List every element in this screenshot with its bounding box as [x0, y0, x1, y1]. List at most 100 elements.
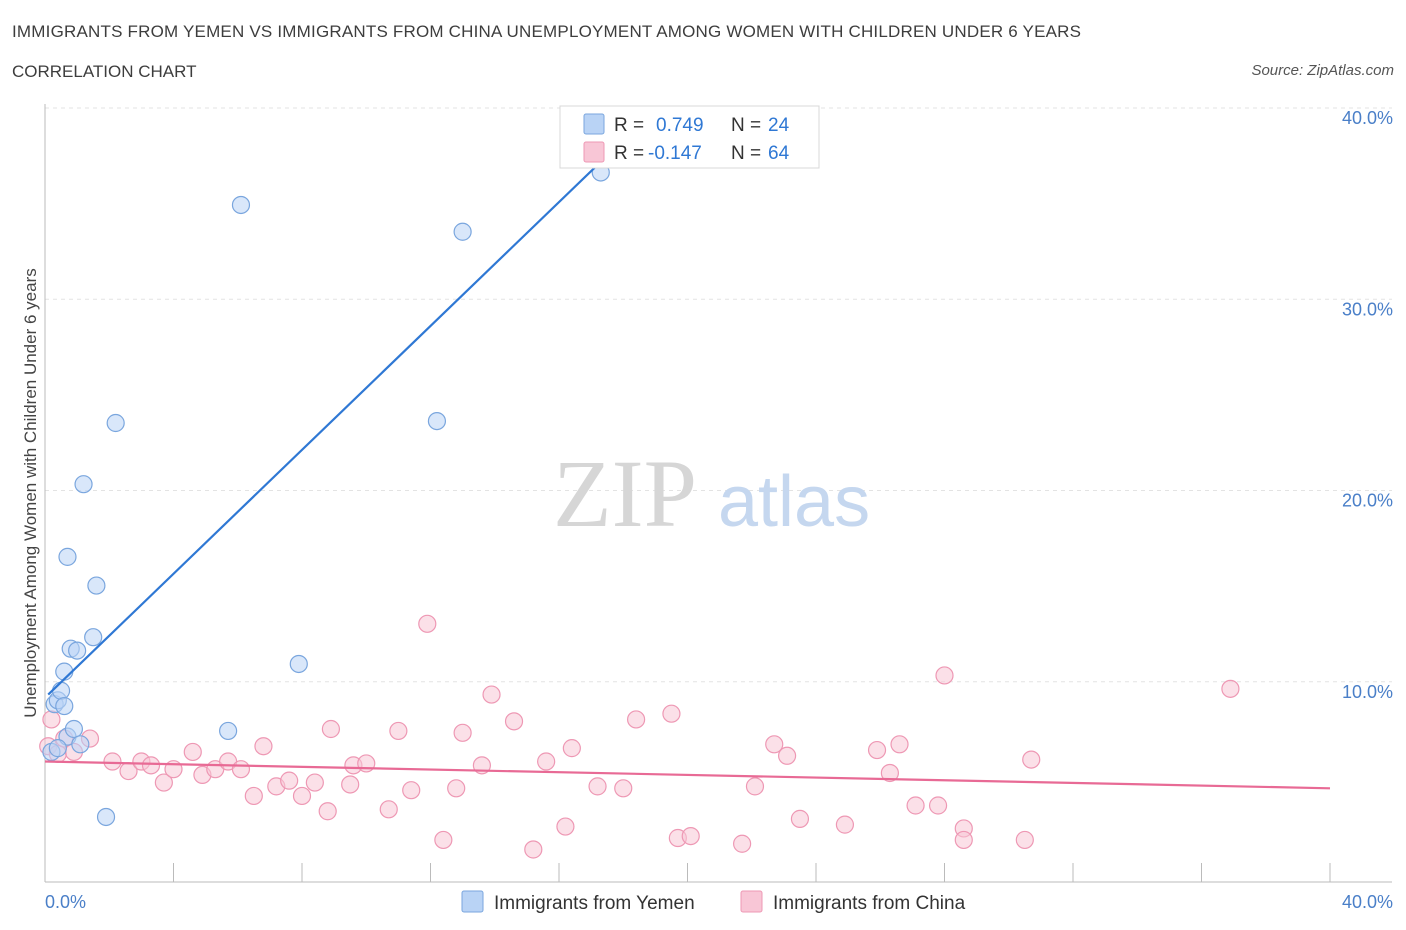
china-point-51: [777, 746, 797, 765]
correlation-legend: R = 0.749 N = 24 R = -0.147 N = 64: [559, 105, 820, 169]
china-point-54: [867, 740, 887, 760]
yemen-series: [42, 163, 610, 827]
source-credit: Source: ZipAtlas.com: [1251, 62, 1394, 79]
china-point-1: [42, 710, 61, 729]
china-point-62: [1015, 830, 1034, 850]
yemen-point-10: [71, 735, 90, 754]
china-point-37: [504, 712, 524, 731]
china-point-63: [1022, 750, 1041, 769]
china-point-50: [765, 735, 784, 754]
chart-title: IMMIGRANTS FROM YEMEN VS IMMIGRANTS FROM…: [12, 22, 1082, 41]
china-point-43: [614, 779, 633, 798]
yemen-point-17: [231, 195, 251, 215]
bottom-legend-yemen-label: Immigrants from Yemen: [494, 893, 695, 914]
y-tick-label-0: 10.0%: [1342, 682, 1393, 702]
legend-yemen-n-value: 24: [768, 115, 790, 136]
china-trend-line: [44, 760, 1331, 790]
x-tick-label-0: 0.0%: [45, 892, 86, 912]
china-point-58: [928, 796, 948, 815]
china-point-12: [183, 742, 202, 762]
yemen-point-9: [68, 641, 87, 660]
china-point-61: [954, 830, 973, 850]
y-tick-labels: 10.0% 20.0% 30.0% 40.0%: [1342, 108, 1393, 702]
china-point-41: [562, 739, 581, 758]
china-point-45: [662, 704, 681, 723]
china-point-36: [482, 685, 501, 704]
legend-yemen-swatch: [583, 113, 605, 135]
china-point-17: [244, 786, 263, 806]
yemen-point-6: [58, 547, 77, 566]
china-extra-point-0: [1221, 679, 1240, 698]
china-point-39: [537, 752, 556, 771]
chart-subtitle: CORRELATION CHART: [12, 62, 197, 81]
china-point-6: [103, 752, 122, 771]
yemen-point-14: [96, 807, 116, 827]
yemen-point-13: [87, 576, 106, 595]
legend-china-swatch: [583, 141, 605, 163]
china-point-33: [447, 779, 466, 798]
yemen-point-12: [84, 628, 103, 647]
china-point-24: [321, 719, 341, 739]
china-point-30: [402, 781, 421, 800]
china-point-10: [154, 773, 173, 792]
yemen-point-18: [289, 654, 308, 674]
china-point-32: [434, 830, 453, 850]
yemen-point-15: [106, 413, 125, 433]
china-series: [39, 614, 1240, 859]
china-point-20: [280, 771, 299, 790]
legend-china-r-label: R =: [614, 143, 644, 164]
legend-china-n-label: N =: [731, 143, 761, 164]
x-tick-label-1: 40.0%: [1342, 892, 1393, 912]
china-point-59: [935, 666, 954, 685]
china-point-29: [389, 721, 408, 741]
yemen-trend-line: [47, 123, 641, 696]
yemen-point-16: [219, 721, 238, 741]
grid-lines: [45, 107, 1392, 683]
x-tick-labels: 0.0% 40.0%: [45, 892, 1393, 912]
china-point-38: [524, 840, 543, 859]
china-point-22: [305, 773, 324, 792]
china-point-34: [453, 723, 472, 742]
series-legend: Immigrants from Yemen Immigrants from Ch…: [461, 890, 966, 914]
china-point-48: [733, 834, 752, 853]
legend-china-n-value: 64: [768, 143, 790, 164]
legend-yemen-r-label: R =: [614, 115, 644, 136]
china-point-56: [890, 735, 909, 754]
legend-china-r-value: -0.147: [648, 143, 702, 164]
china-point-57: [906, 796, 925, 815]
china-point-40: [556, 817, 575, 836]
bottom-legend-china-label: Immigrants from China: [773, 893, 966, 914]
china-point-28: [379, 800, 398, 819]
china-point-16: [231, 760, 251, 779]
china-point-18: [254, 737, 273, 756]
yemen-point-19: [427, 411, 447, 431]
yemen-point-20: [453, 222, 472, 241]
y-axis-title: Unemployment Among Women with Children U…: [21, 268, 40, 717]
y-tick-label-1: 20.0%: [1342, 491, 1393, 511]
watermark: ZIP atlas: [553, 440, 870, 547]
china-point-53: [835, 815, 855, 834]
y-tick-label-3: 40.0%: [1342, 108, 1393, 128]
watermark-zip: ZIP: [553, 440, 697, 547]
china-point-44: [626, 710, 646, 729]
watermark-atlas: atlas: [718, 462, 870, 542]
yemen-point-23: [48, 739, 67, 758]
yemen-point-11: [74, 475, 93, 494]
bottom-legend-china-swatch: [740, 890, 763, 913]
china-point-42: [588, 777, 607, 796]
bottom-legend-yemen-swatch: [461, 890, 484, 913]
china-point-9: [141, 756, 161, 775]
china-point-49: [745, 777, 765, 796]
china-point-31: [418, 614, 437, 633]
y-tick-label-2: 30.0%: [1342, 299, 1393, 319]
china-point-55: [880, 763, 899, 783]
legend-yemen-r-value: 0.749: [656, 115, 704, 136]
legend-yemen-n-label: N =: [731, 115, 761, 136]
yemen-point-3: [51, 681, 71, 700]
china-point-52: [790, 809, 810, 828]
yemen-point-22: [55, 696, 74, 716]
china-point-21: [292, 786, 312, 806]
china-point-25: [341, 775, 360, 794]
trend-lines: [44, 123, 1331, 790]
